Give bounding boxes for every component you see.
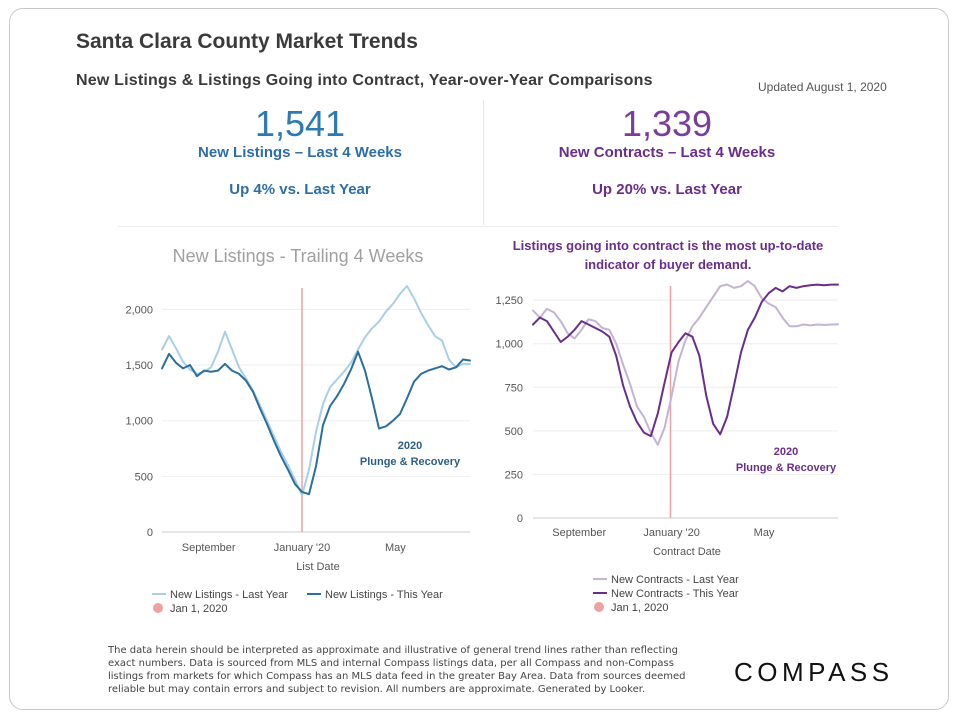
listings-x-tick-label: May — [385, 542, 406, 554]
listings-legend-label: New Listings - This Year — [325, 589, 443, 601]
kpi-new-contracts: 1,339 New Contracts – Last 4 Weeks Up 20… — [517, 103, 817, 199]
listings-y-tick-label: 1,000 — [125, 416, 153, 428]
listings-chart-title: New Listings - Trailing 4 Weeks — [173, 246, 424, 266]
kpi-new-listings: 1,541 New Listings – Last 4 Weeks Up 4% … — [150, 103, 450, 199]
listings-y-tick-label: 0 — [147, 527, 153, 539]
listings-annotation-text: Plunge & Recovery — [360, 456, 461, 468]
listings-y-tick-label: 1,500 — [125, 360, 153, 372]
contracts-legend-label: New Contracts - This Year — [611, 588, 739, 600]
contracts-legend-swatch-jan-1 — [594, 602, 604, 612]
contracts-chart-title-line: indicator of buyer demand. — [585, 257, 752, 272]
contracts-legend-label: Jan 1, 2020 — [611, 602, 669, 614]
kpi-new-contracts-value: 1,339 — [621, 103, 713, 144]
listings-annotation-year: 2020 — [398, 440, 422, 452]
contracts-y-tick-label: 500 — [505, 426, 523, 438]
contracts-legend-label: New Contracts - Last Year — [611, 574, 739, 586]
listings-x-tick-label: September — [182, 542, 236, 554]
contracts-y-tick-label: 0 — [517, 513, 523, 525]
footnote: The data herein should be interpreted as… — [108, 645, 686, 695]
section-divider — [118, 226, 838, 227]
listings-y-tick-label: 2,000 — [125, 304, 153, 316]
kpi-new-contracts-label: New Contracts – Last 4 Weeks — [558, 144, 776, 161]
contracts-x-tick-label: January '20 — [643, 527, 700, 539]
kpi-divider — [483, 100, 484, 225]
listings-series-line-this-year — [161, 350, 471, 496]
contracts-y-tick-label: 750 — [505, 382, 523, 394]
charts-canvas: New Listings - Trailing 4 Weeks 0 500 1,000… — [125, 238, 839, 615]
listings-x-tick-label: January '20 — [274, 542, 331, 554]
contracts-annotation-year: 2020 — [774, 446, 798, 458]
contracts-y-tick-label: 250 — [505, 469, 523, 481]
contracts-y-tick-label: 1,000 — [495, 339, 523, 351]
contracts-chart-title: Listings going into contract is the most… — [513, 238, 824, 272]
contracts-x-tick-label: September — [552, 527, 606, 539]
page-title: Santa Clara County Market Trends — [76, 30, 418, 53]
contracts-y-tick-label: 1,250 — [495, 295, 523, 307]
contracts-series-line-last-year — [532, 280, 839, 446]
listings-legend-label: Jan 1, 2020 — [170, 603, 228, 615]
listings-y-tick-label: 500 — [135, 471, 153, 483]
page-subtitle: New Listings & Listings Going into Contr… — [76, 72, 653, 89]
kpi-new-listings-change: Up 4% vs. Last Year — [229, 181, 371, 198]
contracts-chart-title-line: Listings going into contract is the most… — [513, 238, 824, 253]
kpi-new-listings-label: New Listings – Last 4 Weeks — [198, 144, 402, 161]
listings-series-line-last-year — [161, 285, 471, 497]
updated-date: Updated August 1, 2020 — [758, 80, 887, 94]
listings-x-axis-label: List Date — [296, 561, 339, 573]
listings-legend-swatch-jan-1 — [153, 603, 163, 613]
contracts-annotation-text: Plunge & Recovery — [736, 462, 837, 474]
contracts-series-line-this-year — [532, 283, 839, 438]
contracts-x-axis-label: Contract Date — [653, 546, 721, 558]
contracts-x-tick-label: May — [754, 527, 775, 539]
compass-logo: COMPASS — [734, 657, 894, 687]
kpi-new-listings-value: 1,541 — [254, 103, 346, 144]
kpi-new-contracts-change: Up 20% vs. Last Year — [592, 181, 742, 198]
listings-legend-label: New Listings - Last Year — [170, 589, 288, 601]
